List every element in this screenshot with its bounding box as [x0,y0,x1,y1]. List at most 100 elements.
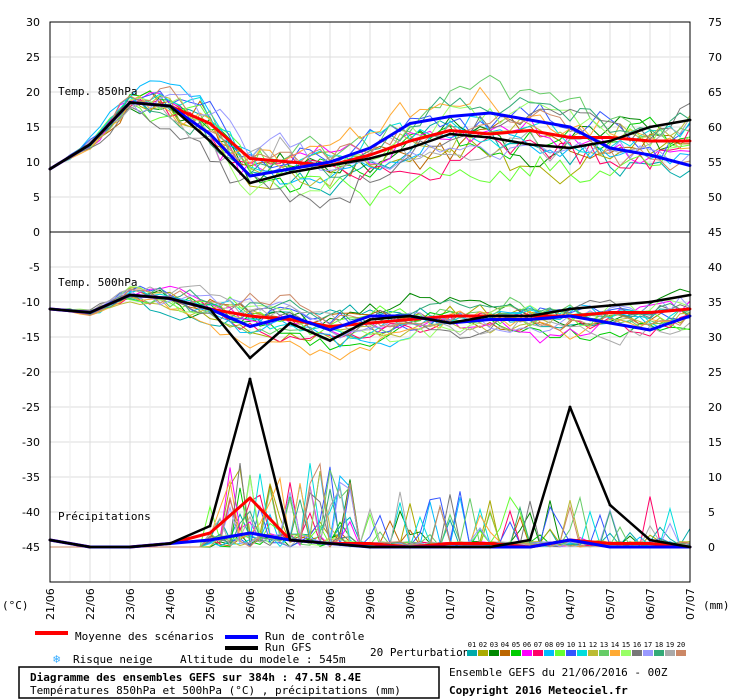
y-tick-right: 50 [708,191,722,204]
mean-point [648,311,652,314]
control-point [488,318,492,321]
perturbation-code-13: 13 [600,641,608,649]
gfs-point [568,405,572,409]
control-point [608,146,612,150]
gfs-point [168,542,172,545]
mean-point [608,542,612,545]
x-tick-label: 22/06 [84,588,97,620]
x-tick-label: 26/06 [244,588,257,620]
plot-frame [49,21,691,583]
perturbation-line-9-t850 [49,102,691,207]
perturbation-code-16: 16 [633,641,641,649]
gfs-point [488,314,492,318]
gfs-point [408,146,412,150]
perturbation-swatch-07 [533,650,543,656]
y-tick-left: -15 [22,331,40,344]
y-tick-right: 35 [708,296,722,309]
mean-point [368,321,372,325]
x-tick-label: 27/06 [284,588,297,620]
control-point [528,318,532,321]
y-tick-right: 75 [708,16,722,29]
mean-point [248,314,252,318]
gfs-point [208,307,212,311]
y-tick-left: 5 [33,191,40,204]
perturbation-code-06: 06 [523,641,531,649]
perturbation-swatch-17 [643,650,653,656]
x-tick-label: 03/07 [524,588,537,620]
gfs-point [528,143,532,146]
perturbation-code-20: 20 [677,641,685,649]
control-point [648,153,652,157]
mean-point [288,318,292,321]
y-tick-right: 10 [708,471,722,484]
gfs-point [408,545,412,549]
y-tick-right: 65 [708,86,722,99]
unit-right: (mm) [703,599,730,612]
mean-point [648,139,652,143]
gfs-point [448,132,452,136]
y-tick-left: -35 [22,471,40,484]
mean-point [288,160,292,164]
x-tick-label: 21/06 [44,588,57,620]
perturbation-code-03: 03 [490,641,498,649]
legend-mean-label: Moyenne des scénarios [75,630,214,643]
y-tick-left: -20 [22,366,40,379]
y-tick-right: 20 [708,401,722,414]
label-precip: Précipitations [58,510,151,523]
gfs-point [288,321,292,325]
y-tick-right: 60 [708,121,722,134]
control-point [528,118,532,122]
mean-point [648,542,652,545]
y-tick-right: 55 [708,156,722,169]
gfs-point [648,125,652,129]
gfs-point [608,139,612,143]
gfs-point [448,321,452,325]
mean-point [408,139,412,143]
perturbation-code-04: 04 [501,641,509,649]
mean-point [408,318,412,321]
perturbation-code-01: 01 [468,641,476,649]
y-tick-right: 40 [708,261,722,274]
y-tick-right: 45 [708,226,722,239]
perturbation-swatch-13 [599,650,609,656]
control-point [368,146,372,150]
mean-point [488,132,492,136]
perturbation-code-10: 10 [567,641,575,649]
gfs-point [208,139,212,143]
legend-control-label: Run de contrôle [265,630,364,643]
control-point [528,545,532,549]
perturbation-swatch-20 [676,650,686,656]
y-tick-left: -45 [22,541,40,554]
gfs-point [368,157,372,160]
gfs-point [248,181,252,185]
perturbation-swatch-01 [467,650,477,656]
chart-axes: 302520151050-5-10-15-20-25-30-35-40-4575… [22,16,722,620]
x-tick-label: 25/06 [204,588,217,620]
perturbation-line-11-t850 [49,93,691,175]
gfs-point [288,538,292,542]
mean-point [568,136,572,139]
mean-point [368,153,372,157]
perturbation-swatch-15 [621,650,631,656]
control-point [568,538,572,542]
gfs-point [128,545,132,549]
gfs-point [248,377,252,381]
y-tick-left: 30 [26,16,40,29]
legend-perturbations-label: 20 Perturbations [370,646,476,659]
control-point [608,545,612,549]
perturbation-code-14: 14 [611,641,619,649]
perturbation-line-7-t850 [49,98,691,181]
control-point [608,321,612,325]
perturbation-swatch-04 [500,650,510,656]
perturbation-code-09: 09 [556,641,564,649]
control-point [368,314,372,318]
x-tick-label: 05/07 [604,588,617,620]
gfs-point [368,318,372,321]
run-info: Ensemble GEFS du 21/06/2016 - 00Z [449,666,668,679]
gfs-point [408,314,412,318]
altitude-label: Altitude du modele : 545m [180,653,346,666]
mean-point [608,311,612,314]
gfs-point [608,304,612,307]
mean-point [368,542,372,545]
x-tick-label: 23/06 [124,588,137,620]
